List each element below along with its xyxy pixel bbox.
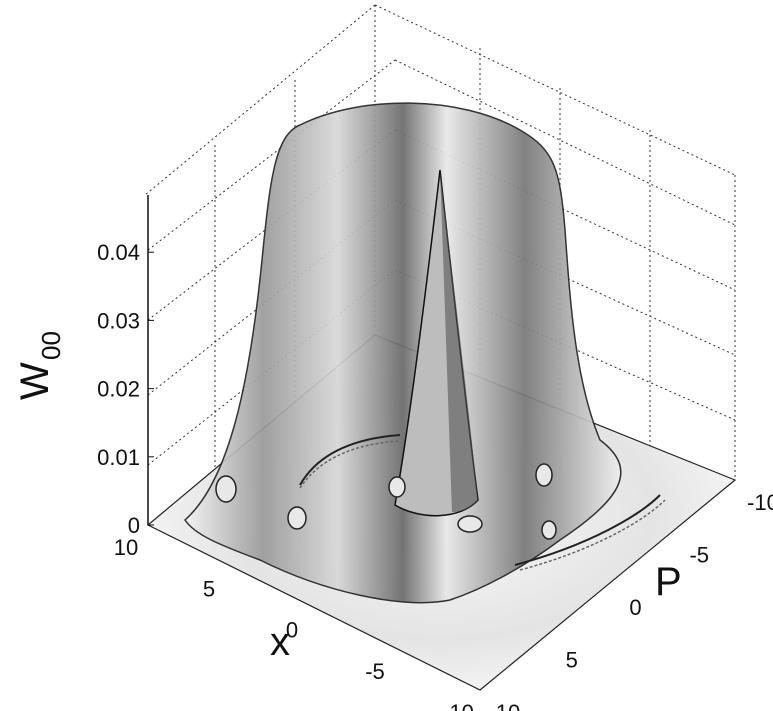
x-tick-label: 10 <box>114 535 138 560</box>
x-tick-label: 0 <box>286 618 298 643</box>
inner-ring <box>299 434 401 486</box>
z-tick-label: 0.01 <box>97 445 140 470</box>
central-peak-shadow <box>440 170 478 512</box>
z-tick-label: 0.04 <box>97 240 140 265</box>
z-axis: 0 0.01 0.02 0.03 0.04 <box>97 195 154 538</box>
p-tick-label: 0 <box>629 595 641 620</box>
x-axis-title: x <box>270 620 290 664</box>
p-tick-label: 10 <box>496 700 520 711</box>
p-axis: -10 -5 0 5 10 <box>496 490 773 711</box>
x-axis: 10 5 0 -5 -10 <box>114 535 474 711</box>
z-tick-label: 0.03 <box>97 308 140 333</box>
p-tick-label: -5 <box>689 543 709 568</box>
svg-text:00: 00 <box>36 331 66 360</box>
x-tick-label: -5 <box>365 659 385 684</box>
outer-ring <box>514 494 661 566</box>
p-axis-title: P <box>655 560 682 604</box>
z-tick-label: 0 <box>128 513 140 538</box>
surface-bumps <box>215 463 557 540</box>
inner-ring-2 <box>299 440 399 489</box>
x-tick-label: 5 <box>203 576 215 601</box>
x-tick-label: -10 <box>442 700 474 711</box>
p-tick-label: -10 <box>747 490 773 515</box>
outer-ring-2 <box>519 499 666 571</box>
svg-text:W: W <box>13 362 57 400</box>
plateau-surface <box>184 102 622 604</box>
z-tick-label: 0.02 <box>97 377 140 402</box>
p-tick-label: 5 <box>566 648 578 673</box>
z-axis-title: W 00 <box>13 331 66 400</box>
